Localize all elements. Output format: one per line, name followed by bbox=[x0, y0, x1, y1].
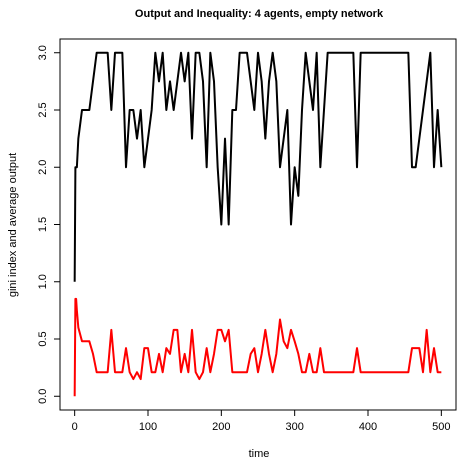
y-tick-label: 0.0 bbox=[37, 389, 49, 404]
x-tick-label: 300 bbox=[285, 421, 303, 433]
y-tick-label: 1.0 bbox=[37, 274, 49, 289]
x-tick-label: 200 bbox=[212, 421, 230, 433]
series-line bbox=[73, 297, 442, 397]
y-axis-label: gini index and average output bbox=[7, 153, 19, 297]
y-tick-label: 2.5 bbox=[37, 102, 49, 117]
series-line bbox=[73, 51, 443, 282]
x-tick-label: 100 bbox=[139, 421, 157, 433]
x-tick-label: 0 bbox=[72, 421, 78, 433]
chart-title: Output and Inequality: 4 agents, empty n… bbox=[135, 8, 384, 20]
y-tick-label: 0.5 bbox=[37, 331, 49, 346]
x-tick-label: 500 bbox=[432, 421, 450, 433]
x-axis-label: time bbox=[249, 448, 270, 460]
y-tick-label: 3.0 bbox=[37, 45, 49, 60]
x-tick-label: 400 bbox=[359, 421, 377, 433]
y-tick-label: 2.0 bbox=[37, 160, 49, 175]
y-tick-label: 1.5 bbox=[37, 217, 49, 232]
